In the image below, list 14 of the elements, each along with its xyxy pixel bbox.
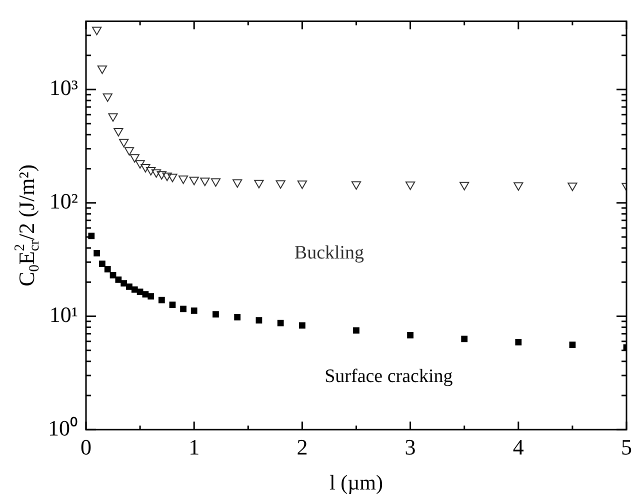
x-axis-title: l (µm) bbox=[330, 470, 384, 495]
x-tick-label: 5 bbox=[621, 434, 632, 460]
text: Buckling bbox=[294, 242, 365, 264]
x-tick-label: 2 bbox=[296, 434, 308, 460]
series-label: Surface cracking bbox=[324, 366, 454, 388]
y-tick-label: 10² bbox=[49, 188, 78, 214]
x-tick-label: 3 bbox=[404, 434, 416, 460]
x-tick-label: 0 bbox=[80, 434, 92, 460]
y-tick-label: 10¹ bbox=[49, 302, 78, 327]
x-tick-label: 1 bbox=[188, 434, 200, 460]
y-tick-label: 10³ bbox=[49, 75, 78, 100]
y-axis-title: C0E2cr/2 (J/m²) bbox=[12, 164, 42, 286]
y-tick-label: 10⁰ bbox=[48, 415, 78, 440]
x-tick-label: 4 bbox=[512, 434, 524, 460]
